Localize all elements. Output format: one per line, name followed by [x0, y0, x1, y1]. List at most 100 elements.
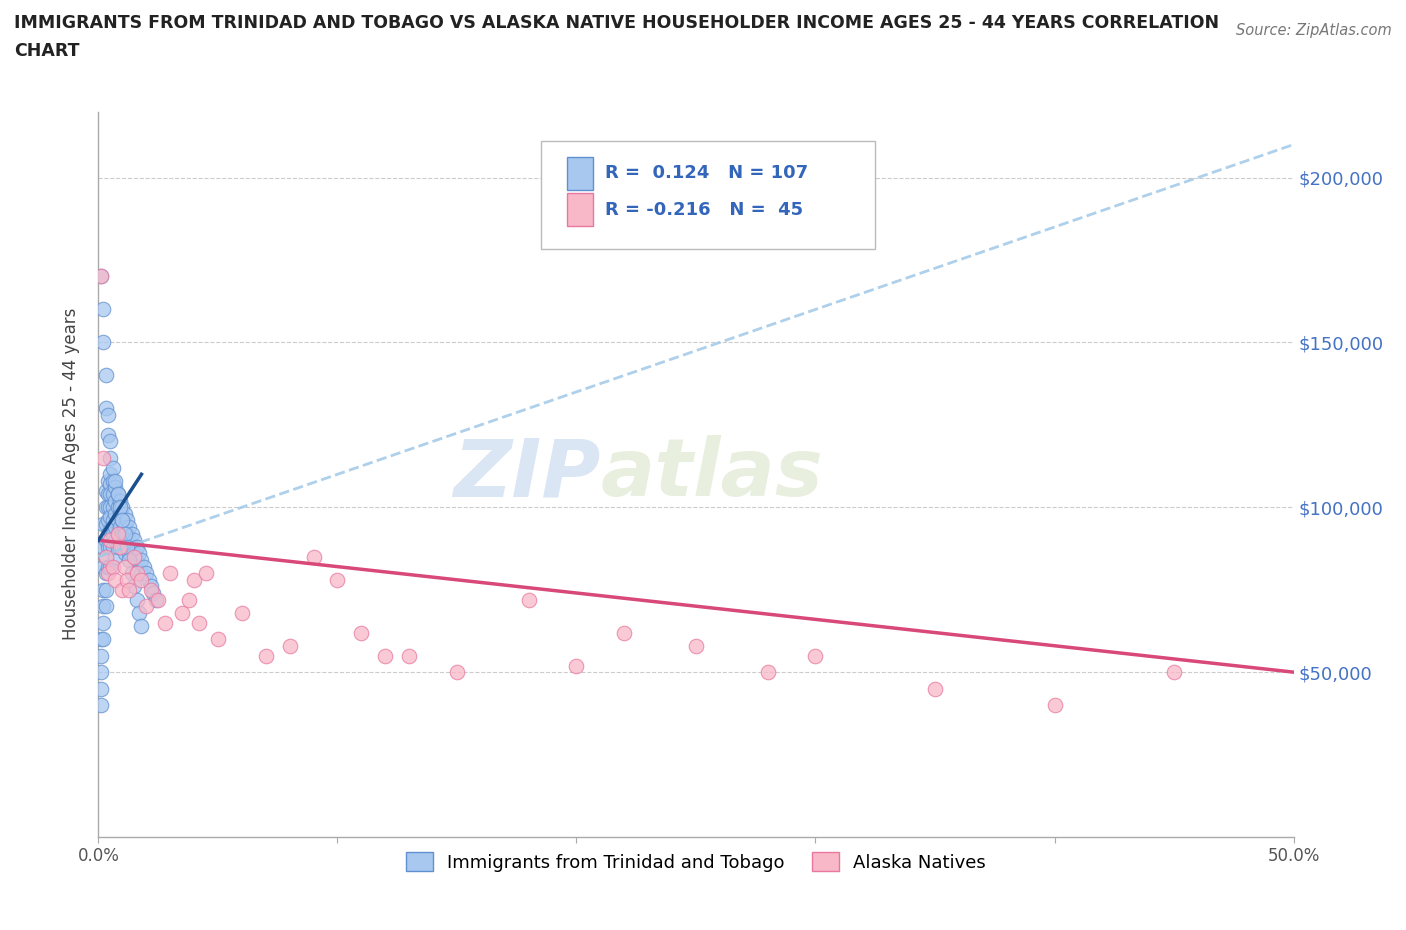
Point [97, 407, 120, 422]
Point [121, 565, 143, 580]
Legend: Immigrants from Trinidad and Tobago, Alaska Natives: Immigrants from Trinidad and Tobago, Ala… [398, 845, 994, 879]
Point [115, 539, 138, 554]
Point [107, 486, 129, 501]
Text: ZIP: ZIP [453, 435, 600, 513]
Point [124, 546, 146, 561]
Point [131, 572, 153, 587]
Point [104, 550, 127, 565]
Point [115, 513, 138, 528]
Point [114, 559, 136, 574]
Point [1043, 698, 1066, 712]
Text: CHART: CHART [14, 42, 80, 60]
Point [90, 648, 112, 663]
Point [90, 681, 112, 696]
Point [565, 658, 588, 673]
Point [98, 533, 122, 548]
Point [142, 586, 165, 601]
Point [124, 579, 146, 594]
Point [108, 507, 131, 522]
Point [187, 616, 209, 631]
Point [90, 631, 112, 646]
Point [101, 559, 124, 574]
Point [172, 605, 194, 620]
Point [101, 486, 124, 501]
Point [278, 638, 301, 653]
Text: atlas: atlas [600, 435, 823, 513]
Point [183, 572, 205, 587]
Point [104, 520, 127, 535]
Point [125, 592, 148, 607]
Point [91, 516, 114, 531]
Point [118, 582, 141, 597]
Point [685, 638, 707, 653]
Point [98, 523, 122, 538]
Bar [567, 157, 593, 190]
Point [98, 539, 122, 554]
Point [90, 269, 112, 284]
Point [97, 539, 120, 554]
Point [97, 513, 120, 528]
Point [108, 539, 131, 554]
Point [121, 526, 143, 541]
Point [302, 550, 325, 565]
Point [101, 473, 124, 488]
Point [91, 582, 114, 597]
Bar [567, 193, 593, 226]
Point [107, 486, 129, 501]
Point [101, 513, 124, 528]
Point [517, 592, 540, 607]
Point [104, 493, 127, 508]
Point [111, 513, 134, 528]
Point [101, 499, 124, 514]
Point [131, 552, 153, 567]
Point [97, 473, 120, 488]
Point [350, 625, 373, 640]
Point [104, 533, 127, 548]
Point [139, 579, 162, 594]
Point [98, 559, 122, 574]
Y-axis label: Householder Income Ages 25 - 44 years: Householder Income Ages 25 - 44 years [62, 308, 80, 641]
Text: IMMIGRANTS FROM TRINIDAD AND TOBAGO VS ALASKA NATIVE HOUSEHOLDER INCOME AGES 25 : IMMIGRANTS FROM TRINIDAD AND TOBAGO VS A… [14, 14, 1219, 32]
Point [94, 401, 117, 416]
Point [91, 539, 114, 554]
Point [207, 631, 229, 646]
Point [97, 526, 120, 541]
Point [91, 302, 114, 317]
Point [132, 559, 155, 574]
Point [108, 520, 131, 535]
Point [94, 565, 117, 580]
Point [179, 592, 201, 607]
Point [91, 335, 114, 350]
Point [114, 526, 136, 541]
Point [94, 484, 117, 498]
Point [104, 507, 127, 522]
Point [98, 486, 122, 501]
Point [98, 499, 122, 514]
Point [101, 526, 124, 541]
Point [125, 565, 148, 580]
Point [125, 552, 148, 567]
Point [90, 698, 112, 712]
Point [97, 486, 120, 501]
Point [231, 605, 253, 620]
Point [90, 269, 112, 284]
Point [118, 533, 141, 548]
Point [374, 648, 396, 663]
Point [128, 546, 150, 561]
Point [107, 499, 129, 514]
Text: R = -0.216   N =  45: R = -0.216 N = 45 [605, 201, 803, 219]
Point [124, 550, 146, 565]
Text: Source: ZipAtlas.com: Source: ZipAtlas.com [1236, 23, 1392, 38]
Text: R =  0.124   N = 107: R = 0.124 N = 107 [605, 165, 808, 182]
Point [125, 539, 148, 554]
Point [398, 648, 420, 663]
Point [98, 434, 122, 449]
Point [101, 539, 124, 554]
Point [613, 625, 636, 640]
Point [91, 616, 114, 631]
Point [94, 599, 117, 614]
Point [114, 507, 136, 522]
Point [107, 513, 129, 528]
Point [131, 565, 153, 580]
Point [131, 618, 153, 633]
